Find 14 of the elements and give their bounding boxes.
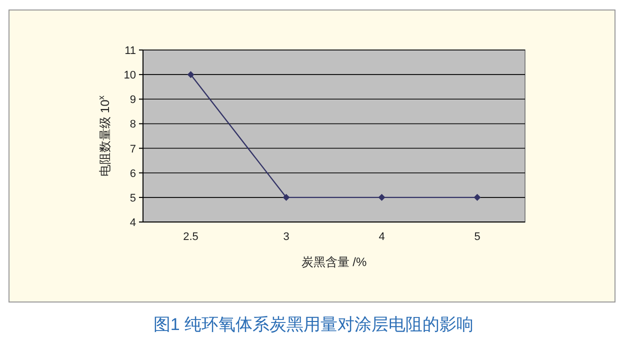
text: 图1 纯环氧体系炭黑用量对涂层电阻的影响 (153, 315, 474, 334)
y-tick-label: 7 (130, 143, 136, 156)
x-tick-label: 2.5 (183, 231, 198, 243)
y-tick-label: 8 (130, 118, 136, 131)
y-tick-label: 4 (130, 217, 136, 229)
y-tick-label: 10 (124, 70, 136, 82)
y-tick-label: 6 (130, 168, 136, 180)
y-tick-label: 11 (124, 45, 136, 57)
x-axis-title: 炭黑含量 /% (301, 255, 367, 269)
x-tick-label: 5 (474, 231, 480, 243)
y-tick-label: 5 (130, 192, 136, 204)
x-tick-label: 3 (283, 231, 290, 243)
x-tick-label: 4 (378, 231, 385, 243)
y-tick-label: 9 (130, 94, 136, 106)
